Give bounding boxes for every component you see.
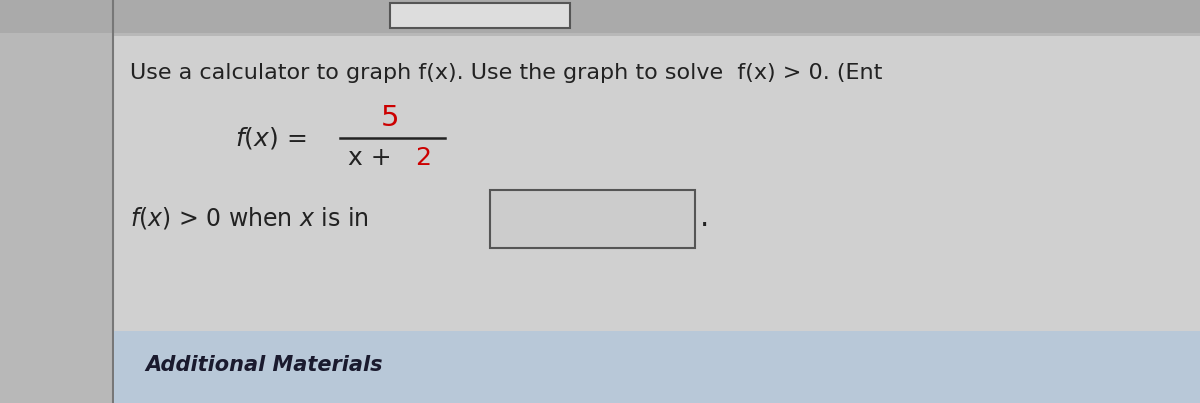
FancyBboxPatch shape <box>114 36 1200 403</box>
Text: Additional Materials: Additional Materials <box>145 355 383 375</box>
Text: x +: x + <box>348 146 400 170</box>
FancyBboxPatch shape <box>114 331 1200 403</box>
Text: $\it{f}$($\it{x}$) =: $\it{f}$($\it{x}$) = <box>235 125 306 151</box>
Text: Use a calculator to graph f(x). Use the graph to solve  f(x) > 0. (Ent: Use a calculator to graph f(x). Use the … <box>130 63 882 83</box>
FancyBboxPatch shape <box>490 190 695 248</box>
Text: 2: 2 <box>415 146 431 170</box>
FancyBboxPatch shape <box>390 3 570 28</box>
Text: $\it{f}$($\it{x}$) > 0 when $\it{x}$ is in: $\it{f}$($\it{x}$) > 0 when $\it{x}$ is … <box>130 205 368 231</box>
Text: .: . <box>700 204 709 232</box>
FancyBboxPatch shape <box>0 0 1200 33</box>
Text: 5: 5 <box>380 104 400 132</box>
